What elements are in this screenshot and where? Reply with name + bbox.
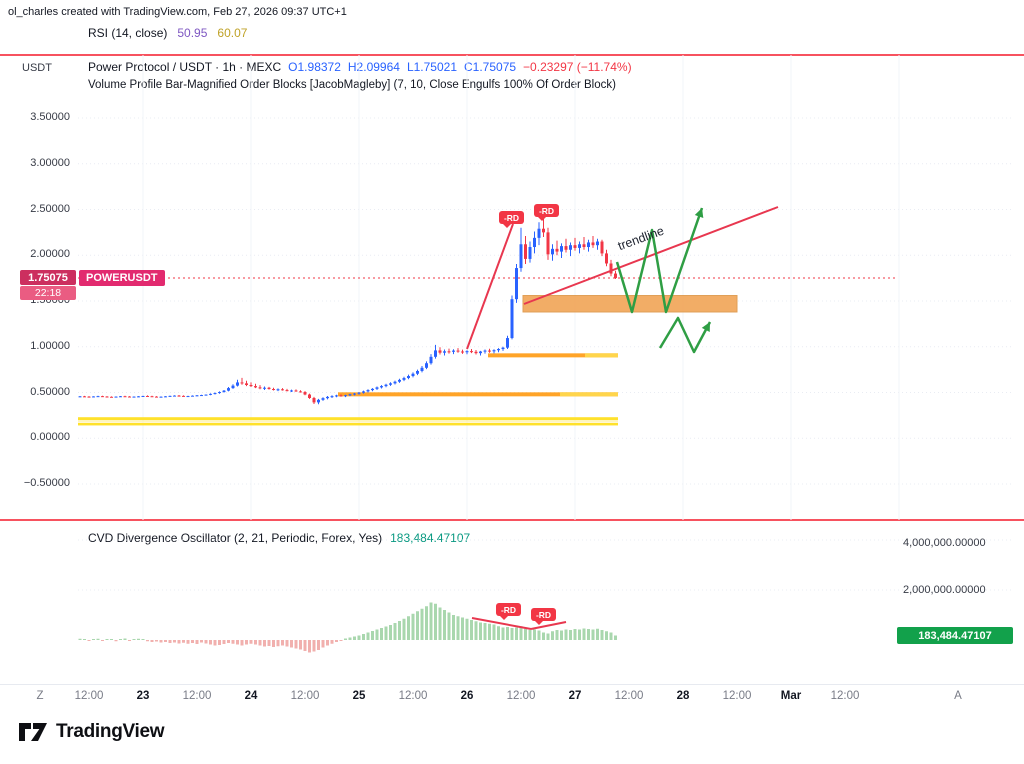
legend-change: −0.23297 (−11.74%) [523, 60, 632, 74]
symbol-price-badge: POWERUSDT [79, 270, 165, 286]
time-axis-label: 12:00 [722, 690, 752, 702]
time-axis-label: 12:00 [398, 690, 428, 702]
symbol-title: Power Protocol / USDT · 1h · MEXC [88, 60, 282, 74]
price-axis-title: USDT [22, 62, 52, 74]
cvd-chart-canvas[interactable] [0, 520, 1024, 685]
price-scale-label: −0.50000 [23, 477, 70, 489]
price-scale-label: 2.50000 [30, 202, 70, 215]
price-scale-label: 3.00000 [30, 156, 70, 169]
legend-close: C1.75075 [464, 60, 517, 74]
bar-countdown-label: 22:18 [20, 286, 76, 300]
price-scale-label: 2.00000 [30, 248, 70, 261]
time-axis-label: A [954, 690, 962, 702]
price-scale[interactable]: 3.50000 3.00000 2.50000 2.00000 1.50000 1.000… [0, 55, 78, 519]
cvd-legend[interactable]: CVD Divergence Oscillator (2, 21, Period… [88, 531, 470, 545]
price-scale-label: 3.50000 [30, 111, 70, 123]
rd-signal-badge: -RD [499, 211, 524, 228]
chart-attribution: ol_charles created with TradingView.com,… [8, 6, 347, 18]
time-axis[interactable]: Z 12:00 23 12:00 24 12:00 25 12:00 26 12:00 27 12:0… [0, 684, 1024, 713]
time-axis-label: 23 [136, 690, 150, 702]
pane-separator-bottom[interactable] [0, 519, 1024, 521]
time-axis-label: Z [36, 690, 44, 702]
price-scale-label: 0.00000 [30, 431, 70, 444]
tradingview-logo-icon [18, 720, 48, 744]
cvd-legend-title: CVD Divergence Oscillator (2, 21, Period… [88, 531, 383, 545]
legend-open: O1.98372 [288, 60, 341, 74]
brand-name: TradingView [56, 721, 165, 742]
time-axis-label: 12:00 [290, 690, 320, 702]
time-axis-label: 12:00 [506, 690, 536, 702]
rsi-legend[interactable]: RSI (14, close) 50.95 60.07 [88, 26, 247, 40]
time-axis-label: 27 [568, 690, 582, 702]
rsi-value-2: 60.07 [217, 26, 248, 40]
time-axis-label: 25 [352, 690, 366, 702]
main-chart-canvas[interactable] [0, 55, 1024, 520]
current-price-label: 1.75075 [20, 270, 76, 285]
rsi-legend-title: RSI (14, close) [88, 26, 168, 40]
price-scale-label: 0.50000 [30, 385, 70, 398]
rd-signal-badge: -RD [531, 608, 556, 625]
cvd-scale-2m: 2,000,000.00000 [903, 584, 986, 596]
rd-signal-badge: -RD [496, 603, 521, 620]
time-axis-label: 12:00 [74, 690, 104, 702]
time-axis-label: 24 [244, 690, 258, 702]
legend-low: L1.75021 [406, 60, 457, 74]
time-axis-label: 12:00 [614, 690, 644, 702]
rd-signal-badge: -RD [534, 204, 559, 221]
cvd-legend-value: 183,484.47107 [390, 531, 471, 545]
indicator-legend[interactable]: Volume Profile Bar-Magnified Order Block… [88, 79, 616, 91]
rsi-value-1: 50.95 [177, 26, 208, 40]
symbol-legend[interactable]: Power Protocol / USDT · 1h · MEXC O1.983… [88, 60, 632, 74]
time-axis-label: Mar [780, 690, 802, 702]
time-axis-label: 12:00 [182, 690, 212, 702]
pane-separator-top[interactable] [0, 54, 1024, 56]
price-scale-label: 1.00000 [30, 339, 70, 352]
time-axis-label: 12:00 [830, 690, 860, 702]
cvd-scale-4m: 4,000,000.00000 [903, 537, 986, 549]
time-axis-label: 26 [460, 690, 474, 702]
time-axis-label: 28 [676, 690, 690, 702]
legend-high: H2.09964 [347, 60, 400, 74]
cvd-value-badge: 183,484.47107 [897, 627, 1013, 644]
brand-footer[interactable]: TradingView [18, 720, 165, 744]
